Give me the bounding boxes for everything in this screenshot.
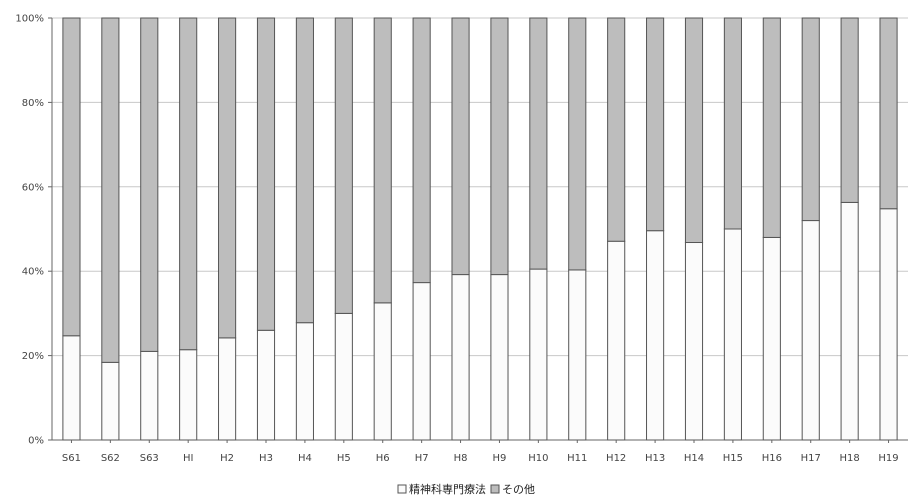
bar-segment-seishinka-senmon-ryoho	[646, 230, 665, 441]
bar-segment-sonota	[646, 17, 665, 232]
bar-segment-seishinka-senmon-ryoho	[62, 335, 81, 441]
bar-segment-sonota	[373, 17, 392, 304]
x-tick-label: H19	[878, 453, 898, 464]
x-tick-label: H6	[376, 453, 390, 464]
bar-segment-seishinka-senmon-ryoho	[295, 322, 314, 441]
bar-segment-seishinka-senmon-ryoho	[256, 329, 276, 441]
bar-segment-seishinka-senmon-ryoho	[607, 240, 626, 441]
bar-segment-sonota	[451, 17, 470, 276]
bar-segment-sonota	[101, 17, 120, 363]
bar-segment-seishinka-senmon-ryoho	[723, 228, 742, 441]
y-tick-label: 20%	[22, 351, 44, 362]
bar-segment-sonota	[140, 17, 159, 352]
y-tick-label: 0%	[28, 436, 44, 447]
x-tick-label: H14	[684, 453, 704, 464]
bar-segment-sonota	[840, 17, 859, 203]
bar-segment-seishinka-senmon-ryoho	[684, 242, 704, 441]
x-tick-label: H17	[801, 453, 821, 464]
bar-segment-sonota	[723, 17, 742, 230]
bar-segment-sonota	[334, 17, 353, 314]
x-tick-label: H16	[762, 453, 782, 464]
x-tick-label: H11	[567, 453, 587, 464]
x-tick-label: H5	[337, 453, 351, 464]
bar-segment-sonota	[568, 17, 587, 271]
bar-segment-seishinka-senmon-ryoho	[879, 208, 898, 441]
bar-segment-sonota	[412, 17, 431, 284]
x-tick-label: H3	[259, 453, 273, 464]
bar-segment-seishinka-senmon-ryoho	[101, 361, 120, 441]
x-tick-label: H7	[415, 453, 429, 464]
bar-segment-sonota	[179, 17, 198, 351]
x-tick-label: H9	[493, 453, 507, 464]
bar-segment-sonota	[256, 17, 276, 331]
y-tick-label: 60%	[22, 182, 44, 193]
x-tick-label: H15	[723, 453, 743, 464]
legend-swatch-seishinka-senmon-ryoho	[397, 484, 407, 494]
x-tick-label: H4	[298, 453, 312, 464]
x-tick-label: H2	[220, 453, 234, 464]
x-tick-label: S63	[140, 453, 159, 464]
bar-segment-seishinka-senmon-ryoho	[412, 282, 431, 441]
bar-segment-sonota	[801, 17, 820, 222]
bar-segment-sonota	[879, 17, 898, 210]
bar-segment-seishinka-senmon-ryoho	[334, 312, 353, 441]
x-tick-label: H18	[840, 453, 860, 464]
x-tick-label: H10	[528, 453, 548, 464]
bar-segment-sonota	[607, 17, 626, 242]
bar-segment-sonota	[490, 17, 509, 276]
bar-segment-seishinka-senmon-ryoho	[762, 236, 781, 441]
bar-segment-seishinka-senmon-ryoho	[373, 302, 392, 441]
bar-segment-sonota	[218, 17, 237, 339]
x-tick-label: S62	[101, 453, 120, 464]
bar-segment-seishinka-senmon-ryoho	[451, 274, 470, 441]
bar-segment-sonota	[62, 17, 81, 337]
bar-segment-seishinka-senmon-ryoho	[529, 268, 548, 441]
legend-label-sonota: その他	[502, 483, 535, 496]
bar-segment-seishinka-senmon-ryoho	[490, 274, 509, 441]
bar-segment-seishinka-senmon-ryoho	[568, 269, 587, 441]
x-tick-label: HI	[183, 453, 193, 464]
legend-swatch-sonota	[490, 484, 500, 494]
bar-segment-seishinka-senmon-ryoho	[140, 350, 159, 441]
x-tick-label: H12	[606, 453, 626, 464]
x-tick-label: H13	[645, 453, 665, 464]
legend-label-seishinka-senmon-ryoho: 精神科専門療法	[409, 482, 486, 496]
y-tick-label: 40%	[22, 267, 44, 278]
bar-segment-seishinka-senmon-ryoho	[801, 220, 820, 441]
x-tick-label: H8	[454, 453, 468, 464]
bar-segment-sonota	[684, 17, 704, 244]
bar-segment-seishinka-senmon-ryoho	[218, 337, 237, 441]
x-tick-label: S61	[62, 453, 81, 464]
y-tick-label: 100%	[15, 14, 44, 25]
bar-segment-sonota	[762, 17, 781, 238]
bar-segment-seishinka-senmon-ryoho	[840, 201, 859, 441]
bar-segment-seishinka-senmon-ryoho	[179, 349, 198, 441]
y-tick-label: 80%	[22, 98, 44, 109]
bar-segment-sonota	[295, 17, 314, 324]
bar-segment-sonota	[529, 17, 548, 270]
